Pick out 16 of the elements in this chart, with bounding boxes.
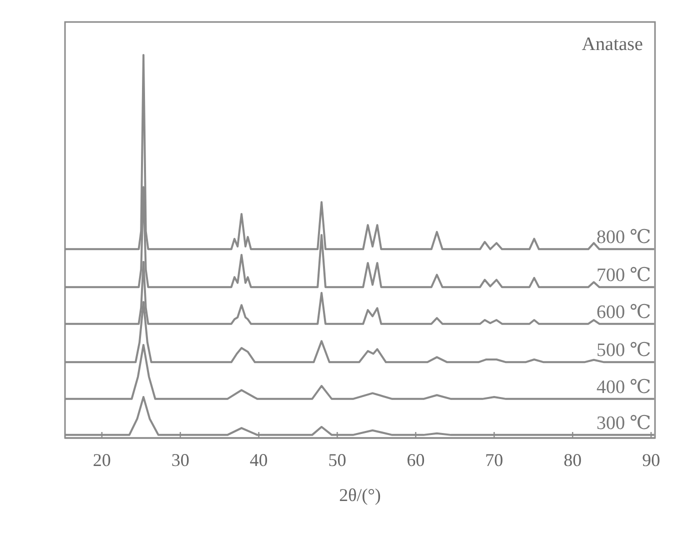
x-tick-label: 20 [92, 450, 111, 470]
x-tick-label: 30 [171, 450, 190, 470]
annotation: Anatase [582, 34, 643, 55]
x-tick-label: 90 [642, 450, 660, 470]
series-label: 700 ℃ [596, 265, 651, 286]
series-label: 300 ℃ [596, 412, 651, 434]
x-axis-title: 2θ/(°) [339, 485, 381, 505]
series-label: 500 ℃ [596, 340, 651, 362]
x-tick-label: 70 [485, 450, 504, 470]
x-tick-label: 80 [564, 450, 582, 470]
x-tick-label: 50 [328, 450, 346, 470]
series-label: 600 ℃ [596, 302, 651, 323]
x-tick-label: 60 [406, 450, 425, 470]
series-label: 800 ℃ [596, 227, 651, 248]
x-tick-label: 40 [250, 450, 268, 470]
series-label: 400 ℃ [596, 376, 651, 398]
